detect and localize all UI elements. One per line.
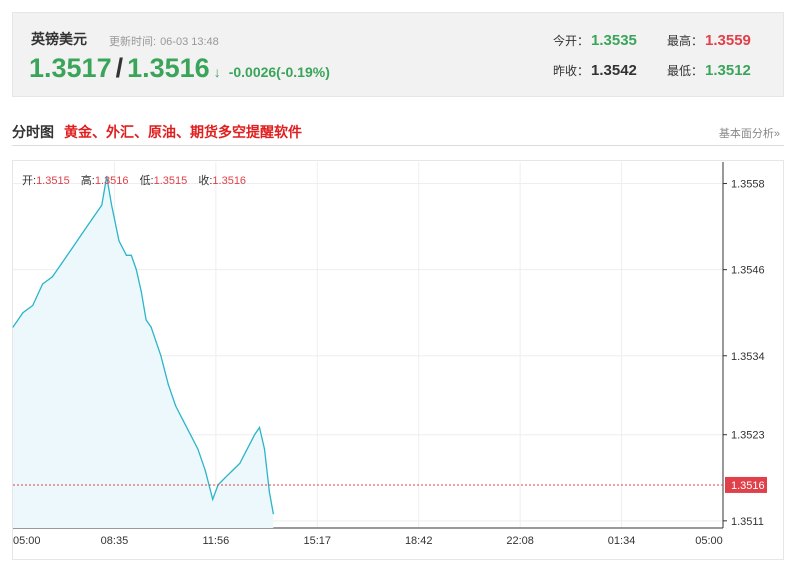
price-point: [81, 233, 83, 235]
x-tick-label: 05:00: [695, 535, 723, 547]
y-tick-label: 1.3546: [731, 265, 765, 277]
high-label: 最高：: [667, 34, 704, 48]
stat-prev-close: 昨收： 1.3542: [553, 62, 637, 82]
section-header: 分时图 黄金、外汇、原油、期货多空提醒软件 基本面分析»: [12, 118, 784, 146]
chart-frame: [12, 160, 784, 560]
section-divider: [12, 145, 784, 146]
current-price-label: 1.3516: [731, 480, 765, 492]
price-point: [258, 426, 261, 429]
price-point: [204, 469, 206, 472]
price-point: [145, 319, 147, 321]
price-point: [22, 312, 24, 314]
price-point: [182, 419, 184, 421]
y-tick-label: 1.3511: [731, 516, 764, 528]
y-tick-label: 1.3534: [731, 351, 765, 363]
down-arrow-icon: ↓: [213, 64, 221, 80]
ohlc-readout: 开:1.3515 高:1.3516 低:1.3515 收:1.3516: [22, 172, 254, 188]
update-time: 更新时间: 06-03 13:48: [109, 33, 223, 49]
open-value: 1.3535: [591, 32, 637, 49]
x-tick-label: 01:34: [608, 535, 636, 547]
price-point: [212, 498, 214, 500]
price-point: [197, 448, 199, 450]
ohlc-close-label: 收:: [198, 175, 213, 187]
quote-panel: 英镑美元 更新时间: 06-03 13:48 1.3517 / 1.3516 ↓ …: [12, 12, 784, 97]
bid-price: 1.3517: [29, 53, 112, 83]
x-tick-label: 11:56: [202, 535, 229, 547]
price-point: [61, 261, 63, 264]
y-tick-label: 1.3523: [731, 430, 765, 442]
price-point: [224, 477, 226, 479]
ohlc-low-label: 低:: [139, 175, 154, 187]
price-point: [91, 218, 93, 221]
price-separator: /: [115, 53, 124, 83]
price-point: [272, 513, 274, 515]
ohlc-close-value: 1.3516: [212, 175, 247, 187]
price-point: [189, 434, 192, 436]
price-point: [239, 462, 241, 465]
promo-link[interactable]: 黄金、外汇、原油、期货多空提醒软件: [64, 124, 302, 140]
update-label: 更新时间:: [109, 36, 157, 48]
x-tick-label: 18:42: [405, 535, 433, 547]
price-point: [71, 247, 73, 249]
price-point: [268, 491, 270, 493]
price-point: [101, 204, 103, 206]
price-point: [140, 290, 142, 292]
price-change: -0.0026(-0.19%): [228, 64, 330, 80]
price-line: [12, 176, 274, 514]
price-point: [32, 304, 34, 307]
price-point: [253, 434, 256, 436]
open-label: 今开：: [553, 34, 590, 48]
x-tick-label: 05:00: [13, 535, 41, 547]
price-point: [175, 405, 177, 407]
ohlc-open-label: 开:: [22, 175, 37, 187]
stat-low: 最低： 1.3512: [667, 62, 751, 82]
price-row: 1.3517 / 1.3516 ↓ -0.0026(-0.19%): [29, 53, 330, 87]
ohlc-low-value: 1.3515: [153, 175, 188, 187]
price-point: [130, 254, 132, 256]
y-tick-label: 1.3558: [731, 179, 765, 191]
price-point: [167, 383, 169, 386]
price-point: [150, 326, 152, 328]
prev-close-label: 昨收：: [553, 64, 590, 78]
current-price-tag: [725, 476, 767, 493]
x-tick-label: 08:35: [101, 535, 129, 547]
instrument-name: 英镑美元: [31, 31, 87, 47]
price-point: [246, 448, 248, 450]
price-point: [106, 175, 108, 177]
price-point: [118, 240, 120, 242]
price-point: [231, 469, 234, 472]
price-point: [111, 204, 113, 206]
price-point: [41, 283, 44, 285]
fundamental-analysis-link[interactable]: 基本面分析»: [718, 128, 780, 140]
stat-high: 最高： 1.3559: [667, 32, 751, 52]
high-value: 1.3559: [705, 32, 751, 49]
ohlc-high-label: 高:: [80, 175, 95, 187]
low-label: 最低：: [667, 64, 704, 78]
x-tick-label: 15:17: [304, 535, 332, 547]
stat-open: 今开： 1.3535: [553, 32, 637, 52]
low-value: 1.3512: [705, 62, 751, 79]
price-point: [51, 276, 54, 278]
price-point: [125, 254, 128, 256]
price-point: [135, 269, 137, 271]
price-point: [155, 340, 157, 343]
price-point: [12, 326, 14, 328]
x-tick-label: 22:08: [506, 535, 534, 547]
section-title: 分时图: [12, 124, 54, 140]
price-point: [160, 355, 162, 357]
ohlc-open-value: 1.3515: [36, 175, 70, 187]
ask-price: 1.3516: [127, 53, 210, 83]
price-point: [263, 448, 266, 450]
ohlc-high-value: 1.3516: [94, 175, 129, 187]
update-value: 06-03 13:48: [160, 36, 219, 48]
price-area: [13, 176, 274, 528]
prev-close-value: 1.3542: [591, 62, 637, 79]
